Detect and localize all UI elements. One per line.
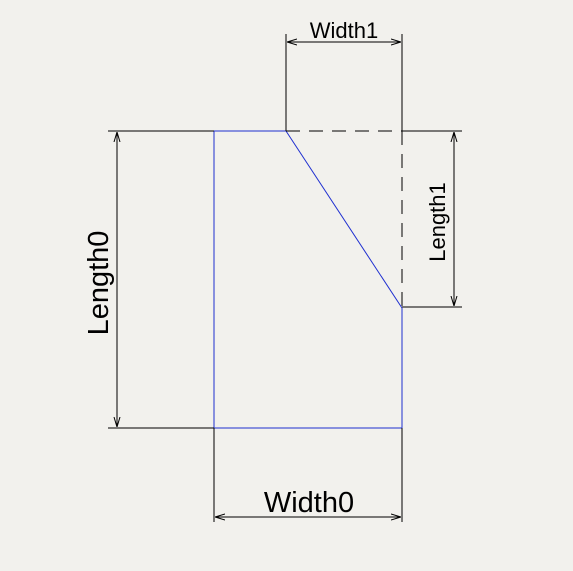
length1-label: Length1 xyxy=(425,182,450,262)
extension-lines xyxy=(108,34,462,522)
length0-label: Length0 xyxy=(83,231,115,336)
outline-chamfer-edge xyxy=(285,130,403,309)
part-outline xyxy=(213,130,403,429)
construction-lines xyxy=(286,130,403,308)
width0-label: Width0 xyxy=(264,487,354,519)
width1-label: Width1 xyxy=(310,18,378,43)
dimension-lines xyxy=(117,42,454,517)
